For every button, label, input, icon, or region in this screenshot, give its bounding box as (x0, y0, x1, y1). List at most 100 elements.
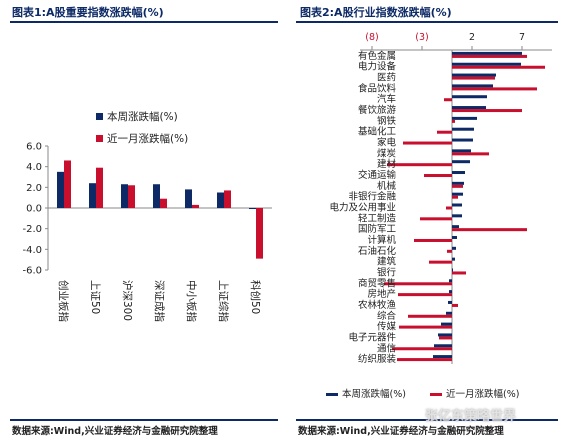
y-category-label: 商贸零售 (358, 277, 396, 289)
y-category-label: 国防军工 (358, 223, 397, 235)
bar-month (452, 195, 458, 199)
y-category-label: 非银行金融 (348, 191, 396, 203)
bar-month (452, 152, 489, 156)
bar-week (433, 355, 452, 359)
bar-month (398, 293, 452, 297)
y-tick-label: -6.0 (22, 266, 42, 277)
bar-month (384, 282, 452, 286)
bar-week (452, 95, 487, 99)
bar-week (452, 106, 486, 110)
bar-month (392, 347, 452, 351)
y-category-label: 电力及公用事业 (329, 202, 396, 214)
bar-week (121, 184, 128, 208)
left-chart-title: 图表1:A股重要指数涨跌幅(%) (12, 6, 164, 19)
y-tick-label: 0.0 (26, 204, 42, 215)
bar-month (439, 336, 452, 340)
bar-month (452, 76, 495, 80)
y-category-label: 纺织服装 (358, 353, 397, 365)
y-category-label: 煤炭 (377, 147, 397, 159)
bar-week (452, 84, 493, 88)
x-category-label: 上证综指 (217, 280, 230, 322)
bar-week (449, 290, 452, 294)
bar-week (452, 268, 453, 272)
y-tick-label: 2.0 (26, 183, 42, 194)
y-category-label: 基础化工 (358, 126, 397, 138)
legend-swatch-month (96, 135, 103, 142)
legend-swatch-month (430, 393, 442, 396)
y-tick-label: -2.0 (22, 224, 42, 235)
y-category-label: 建筑 (377, 256, 397, 268)
y-category-label: 餐饮旅游 (358, 104, 397, 116)
index-change-chart: 6.0 4.0 2.0 0.0 -2.0 -4.0 -6.0 创业板指 上证50 沪深300 深证成… (22, 110, 272, 322)
industry-change-chart: (8) (3) 2 7 有色金属电力设备医药食品饮料汽车餐饮旅游钢铁基础化工家电煤炭建材… (326, 32, 552, 400)
bar-week (452, 225, 459, 229)
right-chart-title: 图表2:A股行业指数涨跌幅(%) (300, 6, 452, 19)
bar-month (399, 325, 452, 329)
bar-week (153, 184, 160, 208)
bar-month (437, 130, 452, 134)
y-category-label: 传媒 (377, 321, 397, 333)
bar-week (452, 214, 462, 218)
bar-week (446, 311, 452, 315)
bar-month (429, 260, 452, 264)
source-rule-right (296, 419, 558, 421)
bar-month (128, 185, 135, 208)
legend-swatch-week (96, 113, 103, 120)
bar-week (434, 344, 452, 348)
bar-month (452, 65, 545, 69)
bar-month (452, 54, 527, 58)
bar-week (452, 138, 473, 142)
bar-month (160, 198, 167, 208)
x-category-label: 科创50 (249, 280, 262, 314)
y-category-label: 食品饮料 (358, 82, 397, 94)
legend-label-week: 本周涨跌幅(%) (342, 388, 406, 400)
bar-month (403, 141, 452, 145)
bar-week (452, 246, 456, 250)
y-category-label: 轻工制造 (358, 212, 397, 224)
y-category-label: 计算机 (367, 234, 396, 246)
bar-week (452, 73, 496, 77)
watermark-text: 张亿东策略世界 (425, 409, 517, 424)
x-category-label: 创业板指 (57, 280, 70, 322)
bar-week (185, 189, 192, 208)
bar-month (446, 206, 452, 210)
x-tick-label: 2 (469, 32, 475, 43)
y-category-label: 建材 (377, 158, 397, 170)
bar-month (64, 160, 71, 208)
bar-week (452, 171, 465, 175)
bar-month (256, 208, 263, 259)
bar-week (249, 208, 256, 210)
bar-week (452, 149, 471, 153)
title-rule-right (296, 21, 558, 23)
bar-week (452, 160, 470, 164)
bar-month (452, 87, 537, 91)
left-source-note: 数据来源:Wind,兴业证券经济与金融研究院整理 (12, 426, 218, 437)
source-rule-left (10, 419, 278, 421)
bar-week (452, 203, 462, 207)
bar-month (452, 271, 466, 275)
right-source-note: 数据来源:Wind,兴业证券经济与金融研究院整理 (298, 426, 504, 437)
bar-month (444, 98, 452, 102)
y-category-label: 综合 (377, 310, 397, 322)
bar-month (452, 119, 455, 123)
bar-week (452, 257, 455, 261)
x-tick-label: 7 (519, 32, 525, 43)
bar-week (452, 235, 457, 239)
bar-month (424, 174, 452, 178)
bar-week (452, 192, 463, 196)
bar-week (448, 300, 452, 304)
x-category-label: 沪深300 (121, 280, 134, 321)
bar-week (217, 192, 224, 208)
title-rule-left (10, 21, 278, 23)
y-category-label: 银行 (377, 266, 397, 278)
bar-week (57, 171, 64, 208)
y-category-label: 房地产 (367, 288, 396, 300)
legend-label-month: 近一月涨跌幅(%) (446, 388, 519, 400)
bar-week (452, 51, 522, 55)
legend-swatch-week (326, 393, 338, 396)
bar-week (441, 322, 452, 326)
bar-week (452, 127, 474, 131)
y-category-label: 通信 (377, 342, 396, 354)
x-tick-label: (8) (365, 32, 378, 43)
bar-week (449, 279, 452, 283)
